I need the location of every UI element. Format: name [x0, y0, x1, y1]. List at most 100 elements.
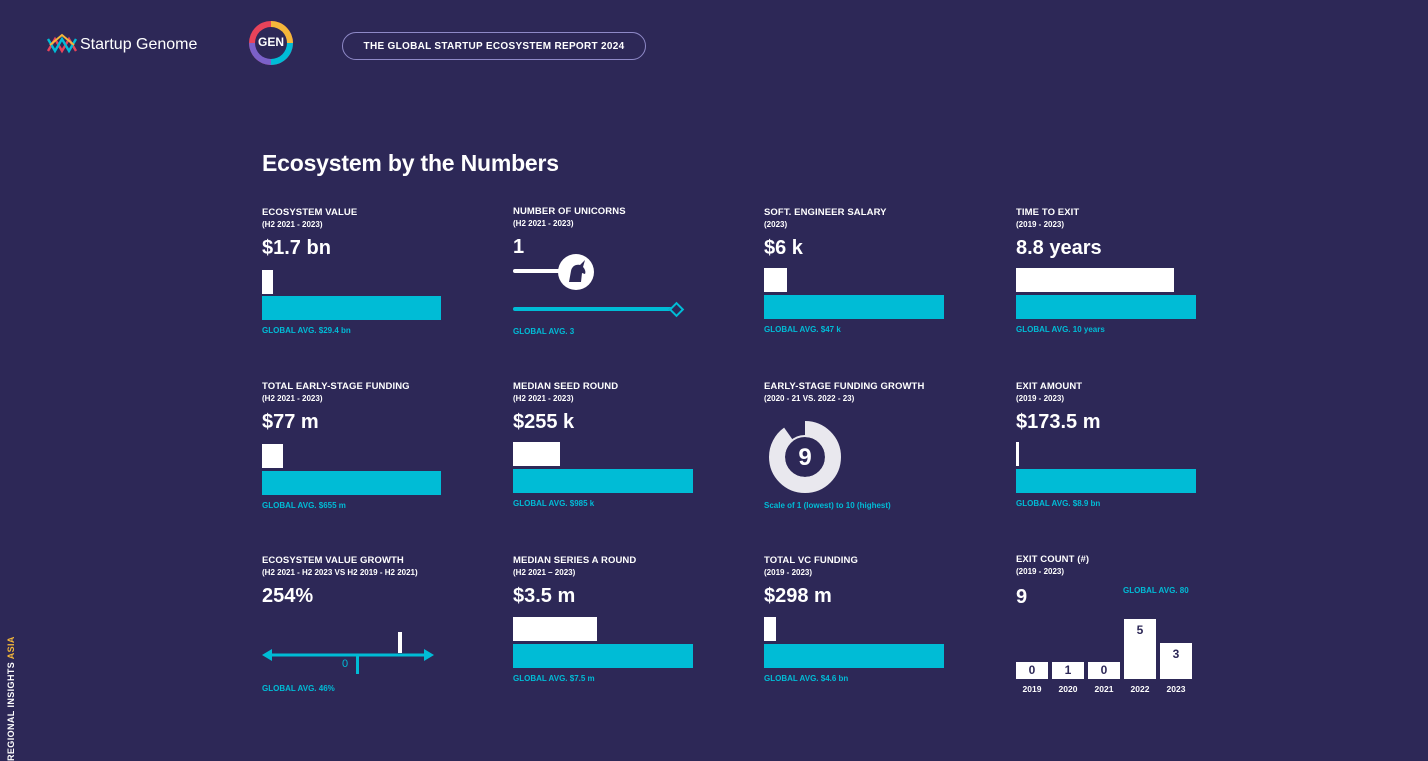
exit-count-year-2020: 2020: [1058, 684, 1078, 694]
local-bar: [513, 442, 560, 466]
page-title: Ecosystem by the Numbers: [262, 150, 559, 176]
metric-period: (2023): [764, 220, 788, 229]
metric-unicorns: NUMBER OF UNICORNS (H2 2021 - 2023) 1 GL…: [513, 205, 743, 345]
metric-early-funding: TOTAL EARLY-STAGE FUNDING (H2 2021 - 202…: [262, 380, 492, 520]
metric-label: ECOSYSTEM VALUE: [262, 207, 358, 218]
global-avg-marker: [668, 301, 685, 318]
metric-period: (2019 - 2023): [1016, 220, 1065, 229]
local-bar: [1016, 268, 1174, 292]
metric-seed-round: MEDIAN SEED ROUND (H2 2021 - 2023) $255 …: [513, 380, 743, 520]
metric-period: (H2 2021 - H2 2023 VS H2 2019 - H2 2021): [262, 568, 418, 577]
metric-value: $1.7 bn: [262, 237, 331, 259]
global-avg-track: [513, 307, 675, 311]
metric-value: 1: [513, 236, 525, 258]
metric-label: TOTAL VC FUNDING: [764, 555, 858, 566]
global-avg-bar: [764, 295, 944, 319]
metric-funding-growth: EARLY-STAGE FUNDING GROWTH (2020 - 21 VS…: [764, 380, 994, 520]
global-avg-label: GLOBAL AVG. $8.9 bn: [1016, 499, 1101, 508]
exit-count-bar-2019: 0: [1016, 662, 1048, 679]
metric-ecosystem-value: ECOSYSTEM VALUE (H2 2021 - 2023) $1.7 bn…: [262, 206, 492, 346]
exit-count-bar-2020: 1: [1052, 662, 1084, 679]
metric-period: (H2 2021 - 2023): [262, 220, 323, 229]
sidebar-label-accent: ASIA: [6, 636, 16, 660]
global-avg-label: GLOBAL AVG. 46%: [262, 684, 335, 693]
metric-period: (2019 - 2023): [1016, 567, 1065, 576]
local-bar: [262, 444, 283, 468]
global-avg-bar: [764, 644, 944, 668]
metric-label: EXIT AMOUNT: [1016, 381, 1083, 392]
global-avg-label: GLOBAL AVG. $47 k: [764, 325, 841, 334]
metric-value: 8.8 years: [1016, 237, 1102, 259]
startup-genome-logo-icon: [46, 33, 78, 54]
global-avg-bar: [513, 469, 693, 493]
metric-label: EXIT COUNT (#): [1016, 554, 1090, 565]
unicorn-slider-track: [513, 269, 563, 273]
exit-count-year-2019: 2019: [1022, 684, 1042, 694]
metric-value-growth: ECOSYSTEM VALUE GROWTH (H2 2021 - H2 202…: [262, 554, 492, 699]
metric-period: (H2 2021 – 2023): [513, 568, 576, 577]
metric-value: 254%: [262, 585, 314, 607]
exit-count-bar-2023: 3: [1160, 643, 1192, 679]
metric-label: SOFT. ENGINEER SALARY: [764, 207, 887, 218]
metric-period: (2019 - 2023): [764, 568, 813, 577]
global-avg-label: GLOBAL AVG. $985 k: [513, 499, 595, 508]
metric-label: TOTAL EARLY-STAGE FUNDING: [262, 381, 410, 392]
sidebar-label-text: REGIONAL INSIGHTS: [6, 661, 16, 761]
exit-count-year-2023: 2023: [1166, 684, 1186, 694]
global-avg-label: GLOBAL AVG. 10 years: [1016, 325, 1105, 334]
exit-count-year-2022: 2022: [1130, 684, 1150, 694]
metric-value: $77 m: [262, 411, 319, 433]
metric-value: $173.5 m: [1016, 411, 1101, 433]
metric-value: $3.5 m: [513, 585, 576, 607]
exit-count-years: 2019 2020 2021 2022 2023: [1016, 684, 1196, 696]
brand-name: Startup Genome: [80, 36, 198, 53]
metric-label: EARLY-STAGE FUNDING GROWTH: [764, 381, 925, 392]
local-bar: [262, 270, 273, 294]
exit-count-bar-2021: 0: [1088, 662, 1120, 679]
exit-count-year-2021: 2021: [1094, 684, 1114, 694]
global-avg-bar: [262, 471, 441, 495]
gen-badge-label: GEN: [257, 35, 284, 49]
metric-value: 9: [1016, 586, 1028, 608]
metric-period: (H2 2021 - 2023): [513, 394, 574, 403]
local-bar: [1016, 442, 1019, 466]
sidebar-label: REGIONAL INSIGHTS ASIA: [6, 636, 16, 761]
unicorn-icon: [557, 253, 595, 291]
metric-period: (2019 - 2023): [1016, 394, 1065, 403]
metric-label: TIME TO EXIT: [1016, 207, 1080, 218]
startup-genome-logo[interactable]: Startup Genome: [46, 30, 216, 60]
metric-value: $298 m: [764, 585, 832, 607]
metric-value: $6 k: [764, 237, 803, 259]
metric-label: ECOSYSTEM VALUE GROWTH: [262, 555, 404, 566]
global-avg-label: GLOBAL AVG. $29.4 bn: [262, 326, 351, 335]
global-avg-label: GLOBAL AVG. $7.5 m: [513, 674, 595, 683]
metric-exit-count: EXIT COUNT (#) (2019 - 2023) 9 GLOBAL AV…: [1016, 553, 1216, 703]
metric-label: MEDIAN SERIES A ROUND: [513, 555, 637, 566]
gen-badge[interactable]: GEN: [248, 20, 294, 66]
metric-salary: SOFT. ENGINEER SALARY (2023) $6 k GLOBAL…: [764, 206, 994, 346]
metric-period: (H2 2021 - 2023): [262, 394, 323, 403]
zero-marker-label: 0: [342, 658, 349, 670]
metric-period: (H2 2021 - 2023): [513, 219, 574, 228]
metric-period: (2020 - 21 VS. 2022 - 23): [764, 394, 855, 403]
metric-label: NUMBER OF UNICORNS: [513, 206, 626, 217]
metric-vc-funding: TOTAL VC FUNDING (2019 - 2023) $298 m GL…: [764, 554, 994, 694]
metric-label: MEDIAN SEED ROUND: [513, 381, 619, 392]
metric-series-a: MEDIAN SERIES A ROUND (H2 2021 – 2023) $…: [513, 554, 743, 694]
funding-growth-score: 9: [798, 444, 812, 471]
funding-growth-donut: [769, 421, 841, 493]
scale-note: Scale of 1 (lowest) to 10 (highest): [764, 501, 891, 510]
local-bar: [764, 617, 776, 641]
local-bar: [764, 268, 787, 292]
global-avg-label: GLOBAL AVG. $655 m: [262, 501, 346, 510]
report-title-pill[interactable]: THE GLOBAL STARTUP ECOSYSTEM REPORT 2024: [342, 32, 646, 60]
global-avg-bar: [1016, 469, 1196, 493]
metric-time-to-exit: TIME TO EXIT (2019 - 2023) 8.8 years GLO…: [1016, 206, 1246, 346]
gen-badge-icon: [249, 21, 293, 65]
metric-exit-amount: EXIT AMOUNT (2019 - 2023) $173.5 m GLOBA…: [1016, 380, 1246, 520]
exit-count-bar-2022: 5: [1124, 619, 1156, 679]
global-avg-label: GLOBAL AVG. 3: [513, 327, 575, 336]
global-avg-bar: [1016, 295, 1196, 319]
global-avg-bar: [513, 644, 693, 668]
